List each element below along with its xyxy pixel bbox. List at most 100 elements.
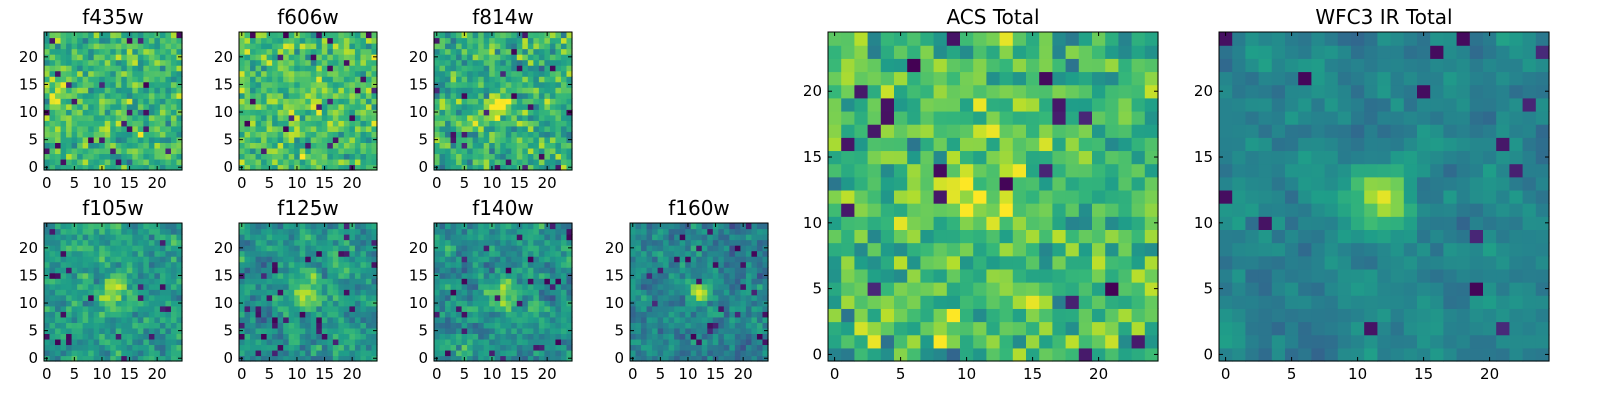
heatmap-cell [82,283,89,290]
heatmap-cell [299,76,306,83]
heatmap-cell [170,125,178,132]
heatmap-cell [66,245,73,252]
heatmap-cell [143,59,150,66]
heatmap-cell [154,267,161,274]
heatmap-cell [723,305,730,312]
heatmap-cell [371,59,378,66]
heatmap-cell [946,163,961,178]
heatmap-cell [483,131,490,138]
heatmap-cell [176,158,183,166]
heatmap-cell [305,65,312,72]
heatmap-cell [272,256,279,263]
heatmap-cell [483,147,490,155]
heatmap-cell [137,48,144,55]
heatmap-cell [266,37,273,44]
heatmap-cell [288,305,295,312]
heatmap-cell [745,234,753,241]
heatmap-cell [115,267,122,274]
heatmap-cell [126,283,133,290]
heatmap-cell [77,272,84,279]
heatmap-cell [1078,189,1093,204]
heatmap-cell [445,256,452,263]
x-tick-label: 5 [265,174,275,192]
heatmap-cell [663,355,670,362]
heatmap-cell [986,255,1001,270]
heatmap-cell [137,164,144,171]
heatmap-cell [110,333,117,340]
heatmap-cell [685,250,692,257]
heatmap-cell [316,125,323,132]
heatmap-cell [434,294,441,301]
heatmap-cell [255,43,262,50]
heatmap-cell [338,300,345,307]
heatmap-cell [522,322,529,329]
heatmap-cell [77,114,84,121]
heatmap-cell [283,234,290,241]
heatmap-cell [505,250,512,257]
heatmap-cell [828,242,842,257]
heatmap-cell [66,305,73,312]
heatmap-cell [365,311,373,318]
heatmap-cell [657,250,664,257]
heatmap-cell [165,81,172,88]
heatmap-cell [305,114,312,121]
heatmap-cell [635,294,642,301]
heatmap-cell [104,267,111,274]
heatmap-cell [549,223,557,230]
heatmap-cell [751,338,758,346]
heatmap-cell [305,103,312,110]
heatmap-cell [500,344,507,351]
heatmap-cell [354,147,362,155]
heatmap-cell [132,103,139,110]
heatmap-cell [332,305,339,312]
heatmap-cell [756,278,764,285]
heatmap-cell [60,70,67,77]
heatmap-cell [349,327,356,334]
heatmap-cell [159,98,167,105]
heatmap-cell [1026,163,1040,178]
heatmap-cell [549,70,557,77]
heatmap-cell [261,153,268,160]
heatmap-cell [439,239,446,246]
panel-title: f606w [277,5,339,29]
heatmap-cell [527,234,534,241]
heatmap-cell [560,289,568,296]
heatmap-cell [986,321,1001,336]
heatmap-cell [115,54,122,61]
heatmap-cell [538,338,545,346]
heatmap-cell [450,65,457,72]
heatmap-cell [516,76,523,83]
heatmap-cell [734,272,741,279]
heatmap-cell [327,305,334,312]
heatmap-cell [338,327,345,334]
heatmap-cell [55,131,62,138]
heatmap-cell [82,267,89,274]
heatmap-cell [527,147,534,155]
heatmap-cell [261,54,268,61]
heatmap-cell [828,347,842,362]
heatmap-cell [538,267,545,274]
heatmap-cell [555,311,562,318]
heatmap-cell [239,316,246,323]
heatmap-cell [566,48,573,55]
heatmap-cell [538,294,545,301]
heatmap-cell [93,223,100,230]
heatmap-cell [500,355,507,362]
heatmap-cell [99,305,106,312]
heatmap-cell [456,37,463,44]
heatmap-cell [920,308,935,323]
heatmap-cell [478,234,485,241]
heatmap-cell [60,300,67,307]
heatmap-cell [88,250,95,257]
heatmap-cell [549,344,557,351]
heatmap-cell [472,245,479,252]
heatmap-cell [762,333,769,340]
heatmap-cell [261,327,268,334]
heatmap-cell [159,48,167,55]
heatmap-cell [316,37,323,44]
heatmap-cell [115,316,122,323]
heatmap-cell [456,294,463,301]
heatmap-cell [349,278,356,285]
heatmap-cell [272,48,279,55]
heatmap-cell [516,43,523,50]
